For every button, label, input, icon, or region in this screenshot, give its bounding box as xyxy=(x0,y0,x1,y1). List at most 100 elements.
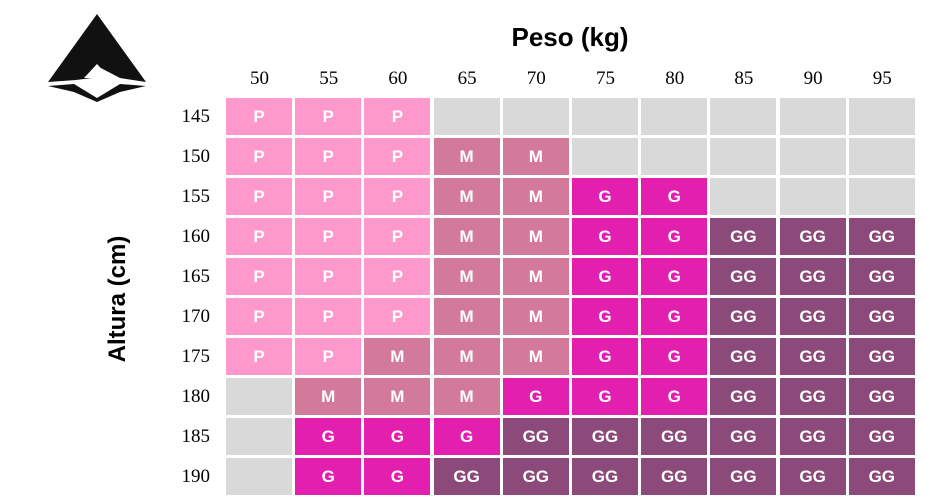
row-header: 175 xyxy=(181,346,211,367)
table-cell: P xyxy=(364,178,431,215)
table-cell xyxy=(572,138,638,175)
table-cell: GG xyxy=(779,418,846,455)
table-cell: G xyxy=(641,178,708,215)
table-cell: G xyxy=(572,378,638,415)
row-header: 145 xyxy=(181,106,211,127)
table-cell: M xyxy=(502,178,569,215)
table-cell xyxy=(226,418,292,455)
table-cell: M xyxy=(433,178,500,215)
table-cell: G xyxy=(572,178,638,215)
table-cell: GG xyxy=(710,298,777,335)
table-cell: GG xyxy=(710,378,777,415)
table-cell xyxy=(710,178,777,215)
table-cell xyxy=(226,378,292,415)
table-cell xyxy=(572,98,638,135)
table-cell: G xyxy=(641,338,708,375)
table-cell: G xyxy=(364,458,431,495)
table-cell: M xyxy=(433,378,500,415)
table-cell: P xyxy=(226,218,292,255)
table-cell: GG xyxy=(779,378,846,415)
row-header: 190 xyxy=(181,466,211,487)
table-cell xyxy=(848,138,915,175)
table-cell: GG xyxy=(848,378,915,415)
table-cell: P xyxy=(226,298,292,335)
table-cell: M xyxy=(502,338,569,375)
row-header: 150 xyxy=(181,146,211,167)
table-cell: P xyxy=(226,98,292,135)
table-cell: GG xyxy=(572,458,638,495)
table-cell: P xyxy=(364,298,431,335)
table-cell: GG xyxy=(848,338,915,375)
table-cell: GG xyxy=(779,338,846,375)
table-cell: GG xyxy=(848,458,915,495)
table-cell: G xyxy=(502,378,569,415)
table-cell: P xyxy=(295,298,362,335)
table-cell: M xyxy=(433,138,500,175)
table-cell: P xyxy=(295,178,362,215)
column-header: 70 xyxy=(526,68,546,89)
table-cell xyxy=(433,98,500,135)
column-header: 80 xyxy=(665,68,685,89)
triangle-logo-icon xyxy=(48,14,146,102)
table-cell: M xyxy=(502,298,569,335)
column-header: 55 xyxy=(319,68,339,89)
column-header: 60 xyxy=(388,68,408,89)
table-cell: P xyxy=(364,138,431,175)
row-header: 180 xyxy=(181,386,211,407)
table-cell: G xyxy=(572,298,638,335)
table-cell xyxy=(502,98,569,135)
table-cell: GG xyxy=(502,418,569,455)
table-cell xyxy=(848,98,915,135)
table-cell: G xyxy=(641,258,708,295)
row-header: 165 xyxy=(181,266,211,287)
table-cell: GG xyxy=(779,458,846,495)
table-cell xyxy=(779,98,846,135)
column-header: 75 xyxy=(596,68,615,89)
column-header: 95 xyxy=(872,68,892,89)
table-cell: GG xyxy=(641,418,708,455)
table-cell: P xyxy=(295,98,362,135)
table-cell: P xyxy=(295,258,362,295)
table-cell: GG xyxy=(848,418,915,455)
row-header: 160 xyxy=(181,226,211,247)
table-cell: G xyxy=(572,218,638,255)
table-cell: GG xyxy=(710,418,777,455)
row-header: 155 xyxy=(181,186,211,207)
table-cell: P xyxy=(364,98,431,135)
table-cell: GG xyxy=(710,458,777,495)
table-cell: P xyxy=(295,218,362,255)
table-cell: G xyxy=(364,418,431,455)
table-cell: GG xyxy=(710,258,777,295)
table-cell: M xyxy=(502,258,569,295)
table-cell: M xyxy=(295,378,362,415)
table-cell: M xyxy=(364,338,431,375)
table-cell: P xyxy=(226,178,292,215)
table-cell: GG xyxy=(848,298,915,335)
table-cell xyxy=(779,178,846,215)
table-cell: GG xyxy=(433,458,500,495)
column-header: 90 xyxy=(803,68,823,89)
column-header: 65 xyxy=(457,68,477,89)
table-cell: P xyxy=(226,258,292,295)
table-cell: GG xyxy=(710,338,777,375)
y-axis-label: Altura (cm) xyxy=(104,235,131,363)
row-header: 170 xyxy=(181,306,211,327)
column-header: 85 xyxy=(734,68,754,89)
table-cell: GG xyxy=(779,298,846,335)
table-cell: GG xyxy=(848,218,915,255)
chart-title: Peso (kg) xyxy=(511,22,629,52)
table-cell xyxy=(641,98,708,135)
table-cell xyxy=(641,138,708,175)
table-cell xyxy=(779,138,846,175)
table-cell: P xyxy=(295,338,362,375)
table-cell: G xyxy=(433,418,500,455)
table-cell: G xyxy=(572,338,638,375)
table-cell: M xyxy=(433,338,500,375)
table-cell: P xyxy=(226,138,292,175)
table-cell: GG xyxy=(848,258,915,295)
table-cell: M xyxy=(433,258,500,295)
table-cell: G xyxy=(641,378,708,415)
table-cell: GG xyxy=(502,458,569,495)
table-cell: GG xyxy=(572,418,638,455)
row-header: 185 xyxy=(181,426,211,447)
